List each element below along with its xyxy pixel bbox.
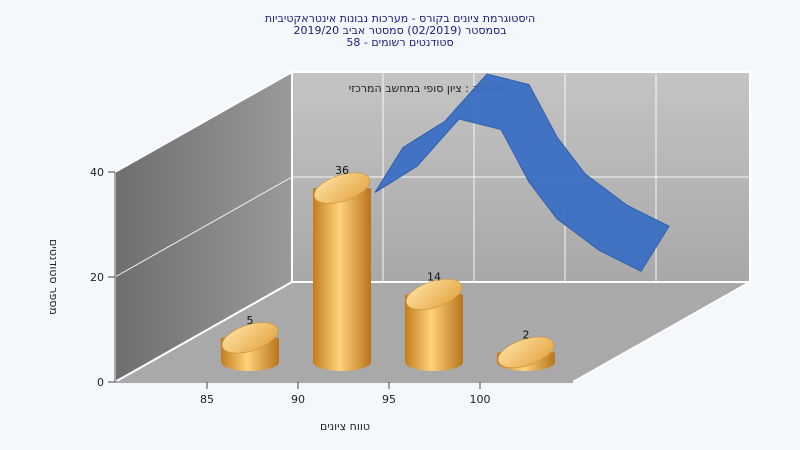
bar-value-label: 36 (335, 164, 349, 177)
bar-value-label: 5 (247, 314, 254, 327)
bars: 5 36 14 2 (221, 164, 555, 371)
bar-body (313, 188, 371, 371)
x-tick-label: 85 (200, 393, 214, 406)
chart-title-line-1: היסטוגרמת ציונים בקורס - מערכות נבונות א… (264, 12, 536, 25)
bar-95: 14 (405, 270, 463, 371)
bar-value-label: 2 (523, 328, 530, 341)
chart-title-line-3: סטודנטים רשומים - 58 (346, 36, 454, 49)
x-axis-ticks: 85 90 95 100 (200, 382, 491, 406)
x-axis-label: טווח ציונים (320, 420, 370, 433)
x-tick-label: 95 (382, 393, 396, 406)
y-axis-label: מספר סטודנטים (47, 239, 60, 315)
bar-85: 5 (221, 314, 279, 371)
y-tick-label: 20 (90, 271, 104, 284)
y-axis-ticks: 0 20 40 (90, 166, 115, 389)
bar-cap (313, 172, 371, 204)
bar-cap (221, 322, 279, 354)
curve-ribbon (374, 73, 670, 272)
y-tick-label: 40 (90, 166, 104, 179)
chart-title-line-2: בסמסטר (02/2019) סמסטר אביב 2019/20 (293, 24, 507, 37)
y-tick-label: 0 (97, 376, 104, 389)
distribution-curve (374, 73, 670, 272)
x-tick-label: 100 (470, 393, 491, 406)
bar-cap (497, 336, 555, 368)
bar-100: 2 (497, 328, 555, 371)
bar-value-label: 14 (427, 270, 441, 283)
bar-90: 36 (313, 164, 371, 371)
x-tick-label: 90 (291, 393, 305, 406)
bar-cap (405, 278, 463, 310)
bar-body (405, 294, 463, 371)
